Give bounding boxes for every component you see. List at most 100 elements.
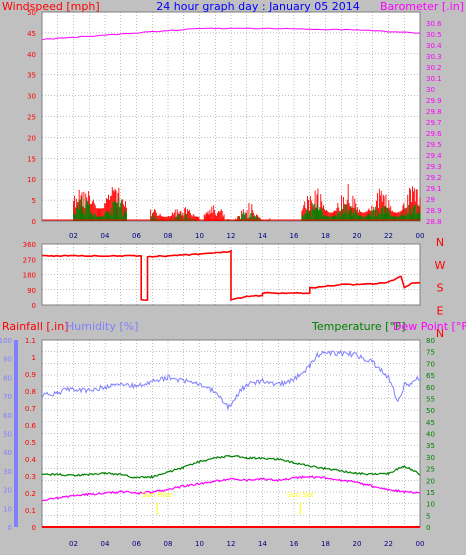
temperature-tick-label: 25 [426,466,435,474]
temperature-tick-label: 10 [426,501,435,509]
windspeed-tick-label: 20 [27,134,36,142]
windspeed-axis-label: Windspeed [mph] [2,0,100,13]
rainfall-tick-label: 0.4 [25,456,37,464]
barometer-tick-label: 30.5 [426,31,442,39]
weather-time-label: 02 [69,540,78,548]
barometer-tick-label: 29.7 [426,119,442,127]
humidity-tick-label: 80 [3,374,12,382]
humidity-tick-label: 10 [3,505,12,513]
direction-tick-label: 90 [27,287,36,295]
rainfall-tick-label: 0.7 [25,405,36,413]
dewpoint-axis-label: Dew Point [°F] [393,320,466,333]
barometer-tick-label: 29.9 [426,97,442,105]
humidity-tick-label: 70 [3,393,12,401]
barometer-tick-label: 29.5 [426,141,442,149]
wind-time-label: 22 [384,232,393,240]
rainfall-tick-label: 1.1 [25,337,36,345]
barometer-tick-label: 29.6 [426,130,442,138]
weather-time-label: 10 [195,540,204,548]
wind-time-label: 04 [101,232,110,240]
humidity-tick-label: 40 [3,449,12,457]
humidity-tick-label: 100 [0,337,12,345]
sun-marker-label: Sun Set [287,491,314,499]
humidity-tick-label: 60 [3,412,12,420]
windspeed-tick-label: 5 [32,197,36,205]
weather-time-label: 06 [132,540,141,548]
barometer-tick-label: 29.1 [426,185,442,193]
rainfall-tick-label: 0.2 [25,490,36,498]
sun-marker-label: Sun Rise [142,491,172,499]
windspeed-tick-label: 10 [27,176,36,184]
barometer-tick-label: 29.3 [426,163,442,171]
temperature-tick-label: 55 [426,395,435,403]
humidity-tick-label: 50 [3,431,12,439]
wind-time-label: 08 [164,232,173,240]
wind-time-label: 02 [69,232,78,240]
temperature-tick-label: 75 [426,349,435,357]
wind-time-label: 00 [416,232,425,240]
wind-time-label: 12 [227,232,236,240]
windspeed-tick-label: 25 [27,114,36,122]
weather-time-label: 12 [227,540,236,548]
rainfall-axis-label: Rainfall [.in] [2,320,69,333]
compass-label: S [437,282,444,295]
rainfall-tick-label: 0.5 [25,439,36,447]
direction-tick-label: 180 [23,272,36,280]
wind-time-label: 16 [290,232,299,240]
windspeed-tick-label: 30 [27,93,36,101]
humidity-tick-label: 90 [3,356,12,364]
compass-label: E [437,304,444,317]
barometer-axis-label: Barometer [.in] [380,0,464,13]
temperature-tick-label: 35 [426,442,435,450]
humidity-axis-label: Humidity [%] [66,320,138,333]
barometer-tick-label: 29.2 [426,174,442,182]
weather-time-label: 14 [258,540,267,548]
weather-time-label: 04 [101,540,110,548]
windspeed-tick-label: 35 [27,72,36,80]
windspeed-tick-label: 45 [27,30,36,38]
barometer-tick-label: 30.1 [426,75,442,83]
temperature-tick-label: 5 [426,512,430,520]
barometer-tick-label: 28.8 [426,218,442,226]
wind-time-label: 14 [258,232,267,240]
rainfall-tick-label: 0.1 [25,507,36,515]
temperature-tick-label: 0 [426,524,430,532]
windspeed-tick-label: 0 [32,218,36,226]
rainfall-tick-label: 0.8 [25,388,36,396]
barometer-tick-label: 30.3 [426,53,442,61]
temperature-tick-label: 60 [426,384,435,392]
temperature-tick-label: 45 [426,419,435,427]
barometer-tick-label: 30 [426,86,435,94]
rainfall-tick-label: 0.9 [25,371,36,379]
barometer-tick-label: 29.4 [426,152,442,160]
wind-time-label: 18 [321,232,330,240]
weather-time-label: 00 [416,540,425,548]
temperature-tick-label: 65 [426,372,435,380]
humidity-scale-bar [14,340,18,527]
humidity-tick-label: 0 [8,524,12,532]
temperature-tick-label: 30 [426,454,435,462]
windspeed-tick-label: 40 [27,51,36,59]
temperature-tick-label: 40 [426,431,435,439]
temperature-tick-label: 70 [426,360,435,368]
rainfall-tick-label: 0 [32,524,36,532]
humidity-tick-label: 30 [3,468,12,476]
rainfall-tick-label: 0.3 [25,473,36,481]
barometer-tick-label: 30.6 [426,20,442,28]
barometer-tick-label: 29 [426,196,435,204]
barometer-tick-label: 29.8 [426,108,442,116]
weather-time-label: 18 [321,540,330,548]
wind-time-label: 20 [353,232,362,240]
weather-time-label: 20 [353,540,362,548]
chart-title: 24 hour graph day : January 05 2014 [156,0,360,13]
temperature-axis-label: Temperature [°F] [311,320,406,333]
direction-tick-label: 360 [23,241,36,249]
weather-time-label: 08 [164,540,173,548]
wind-time-label: 06 [132,232,141,240]
temperature-tick-label: 80 [426,337,435,345]
weather-time-label: 22 [384,540,393,548]
rainfall-tick-label: 0.6 [25,422,37,430]
barometer-tick-label: 28.9 [426,207,442,215]
windspeed-tick-label: 15 [27,155,36,163]
humidity-tick-label: 20 [3,487,12,495]
